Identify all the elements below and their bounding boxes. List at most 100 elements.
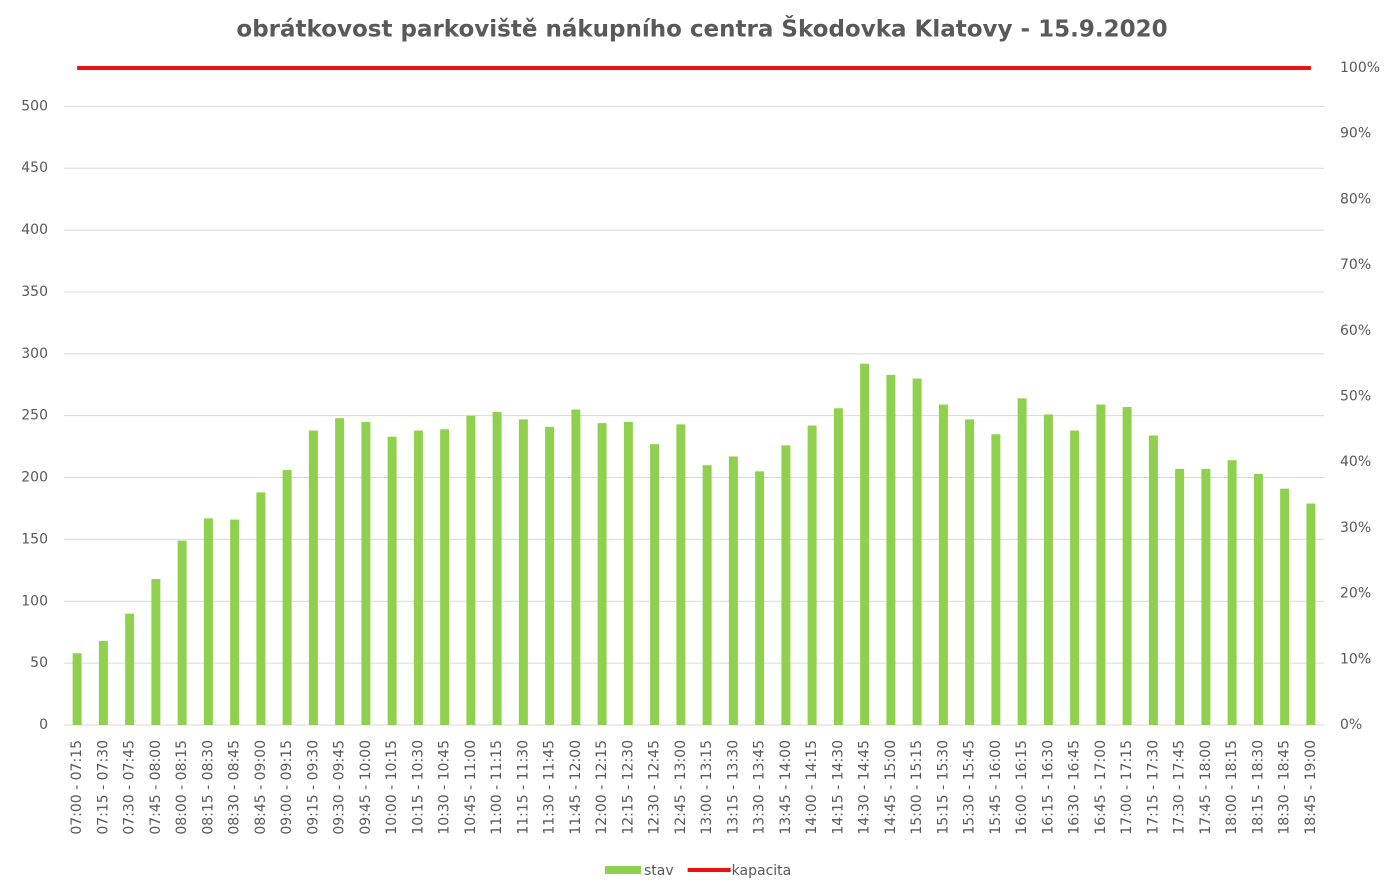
x-tick-label: 17:00 - 17:15 bbox=[1119, 740, 1135, 835]
x-tick-label: 09:00 - 09:15 bbox=[279, 740, 295, 835]
x-tick-label: 17:30 - 17:45 bbox=[1172, 740, 1188, 835]
legend-label: stav bbox=[644, 863, 674, 879]
x-tick-label: 11:30 - 11:45 bbox=[542, 740, 558, 835]
x-tick-label: 14:00 - 14:15 bbox=[804, 740, 820, 835]
x-tick-label: 17:15 - 17:30 bbox=[1145, 740, 1161, 835]
bar bbox=[938, 404, 948, 725]
bar bbox=[991, 434, 1001, 725]
x-tick-label: 15:00 - 15:15 bbox=[909, 740, 925, 835]
bar bbox=[177, 540, 187, 725]
y2-tick-label: 100% bbox=[1340, 60, 1380, 76]
y2-tick-label: 10% bbox=[1340, 651, 1371, 667]
bar bbox=[545, 426, 555, 725]
y-tick-label: 100 bbox=[21, 593, 48, 609]
y-tick-label: 50 bbox=[30, 655, 48, 671]
bar bbox=[387, 436, 397, 725]
bar bbox=[361, 421, 371, 725]
bar bbox=[413, 430, 423, 725]
x-tick-label: 11:15 - 11:30 bbox=[515, 740, 531, 835]
x-tick-label: 12:00 - 12:15 bbox=[594, 740, 610, 835]
bar bbox=[1096, 404, 1106, 725]
x-tick-label: 18:30 - 18:45 bbox=[1277, 740, 1293, 835]
x-tick-label: 10:00 - 10:15 bbox=[384, 740, 400, 835]
x-tick-label: 11:00 - 11:15 bbox=[489, 740, 505, 835]
bar bbox=[466, 415, 476, 725]
x-tick-label: 07:45 - 08:00 bbox=[148, 740, 164, 835]
x-tick-label: 08:30 - 08:45 bbox=[227, 740, 243, 835]
bar bbox=[1253, 473, 1263, 725]
x-tick-label: 07:30 - 07:45 bbox=[122, 740, 138, 835]
y2-tick-label: 60% bbox=[1340, 323, 1371, 339]
x-tick-label: 10:30 - 10:45 bbox=[437, 740, 453, 835]
bar bbox=[571, 409, 581, 725]
x-tick-label: 16:15 - 16:30 bbox=[1040, 740, 1056, 835]
x-tick-label: 08:15 - 08:30 bbox=[200, 740, 216, 835]
y2-tick-label: 50% bbox=[1340, 389, 1371, 405]
x-tick-label: 16:00 - 16:15 bbox=[1014, 740, 1030, 835]
bar bbox=[833, 408, 843, 725]
bar bbox=[1227, 460, 1237, 725]
bar bbox=[860, 363, 870, 725]
y2-tick-label: 40% bbox=[1340, 454, 1371, 470]
x-tick-label: 14:45 - 15:00 bbox=[883, 740, 899, 835]
y2-tick-label: 30% bbox=[1340, 520, 1371, 536]
x-tick-label: 14:15 - 14:30 bbox=[830, 740, 846, 835]
x-tick-label: 15:15 - 15:30 bbox=[935, 740, 951, 835]
bar bbox=[1070, 430, 1080, 725]
x-tick-label: 18:45 - 19:00 bbox=[1303, 740, 1319, 835]
bar bbox=[203, 518, 213, 725]
bar bbox=[282, 470, 292, 725]
bar bbox=[151, 579, 161, 725]
bar bbox=[440, 429, 450, 725]
bar bbox=[597, 423, 607, 725]
bar bbox=[650, 444, 660, 725]
x-tick-label: 18:15 - 18:30 bbox=[1250, 740, 1266, 835]
y2-tick-label: 0% bbox=[1340, 717, 1362, 733]
x-tick-label: 14:30 - 14:45 bbox=[857, 740, 873, 835]
y-tick-label: 350 bbox=[21, 284, 48, 300]
x-tick-label: 07:15 - 07:30 bbox=[95, 740, 111, 835]
x-tick-label: 13:30 - 13:45 bbox=[752, 740, 768, 835]
x-tick-label: 15:30 - 15:45 bbox=[962, 740, 978, 835]
x-tick-label: 09:15 - 09:30 bbox=[305, 740, 321, 835]
y2-tick-label: 90% bbox=[1340, 126, 1371, 142]
bar bbox=[676, 424, 686, 725]
bar bbox=[702, 465, 712, 725]
bar bbox=[492, 411, 502, 725]
y2-tick-label: 70% bbox=[1340, 257, 1371, 273]
bar bbox=[912, 378, 922, 725]
bar bbox=[1201, 468, 1211, 725]
x-tick-label: 12:30 - 12:45 bbox=[647, 740, 663, 835]
y-tick-label: 450 bbox=[21, 160, 48, 176]
legend-swatch bbox=[605, 866, 641, 874]
bar bbox=[623, 421, 633, 725]
x-tick-label: 09:30 - 09:45 bbox=[332, 740, 348, 835]
x-tick-label: 15:45 - 16:00 bbox=[988, 740, 1004, 835]
x-tick-label: 10:15 - 10:30 bbox=[410, 740, 426, 835]
x-tick-label: 09:45 - 10:00 bbox=[358, 740, 374, 835]
bar bbox=[781, 445, 791, 725]
x-tick-label: 12:45 - 13:00 bbox=[673, 740, 689, 835]
x-tick-label: 11:45 - 12:00 bbox=[568, 740, 584, 835]
bar bbox=[886, 374, 896, 725]
bar bbox=[755, 471, 765, 725]
bar bbox=[308, 430, 318, 725]
x-tick-label: 07:00 - 07:15 bbox=[69, 740, 85, 835]
x-tick-label: 13:45 - 14:00 bbox=[778, 740, 794, 835]
chart-title: obrátkovost parkoviště nákupního centra … bbox=[236, 15, 1167, 43]
bar bbox=[1017, 398, 1027, 725]
bar bbox=[72, 653, 82, 725]
y2-tick-label: 20% bbox=[1340, 586, 1371, 602]
y-tick-label: 300 bbox=[21, 346, 48, 362]
x-tick-label: 12:15 - 12:30 bbox=[620, 740, 636, 835]
bar bbox=[125, 613, 135, 725]
bar bbox=[98, 640, 108, 725]
x-tick-label: 16:45 - 17:00 bbox=[1093, 740, 1109, 835]
x-tick-label: 13:00 - 13:15 bbox=[699, 740, 715, 835]
y2-tick-label: 80% bbox=[1340, 191, 1371, 207]
bar bbox=[230, 519, 240, 725]
bar bbox=[1122, 407, 1132, 725]
bar bbox=[807, 425, 817, 725]
bar bbox=[1043, 414, 1053, 725]
legend-label: kapacita bbox=[732, 863, 792, 879]
